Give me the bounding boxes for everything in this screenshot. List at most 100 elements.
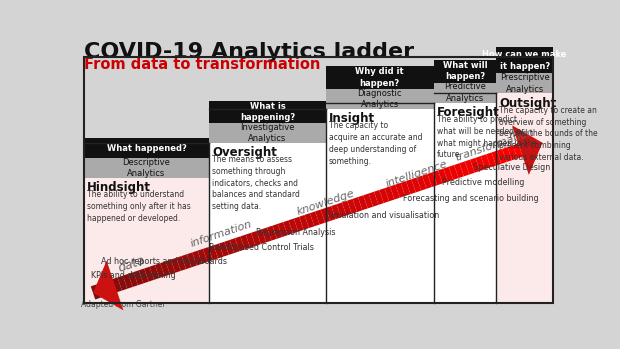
Text: The means to assess
something through
indicators, checks and
balances and standa: The means to assess something through in… [212, 155, 300, 211]
Text: What will
happen?: What will happen? [443, 61, 487, 81]
Bar [84, 158, 210, 178]
Polygon shape [476, 156, 485, 171]
Polygon shape [374, 190, 384, 205]
Polygon shape [112, 277, 122, 292]
Bar [84, 57, 210, 178]
Polygon shape [513, 143, 523, 158]
Text: Outsight: Outsight [499, 97, 556, 110]
Polygon shape [214, 244, 223, 258]
Polygon shape [310, 211, 320, 226]
Text: Simulation and visualisation: Simulation and visualisation [326, 211, 439, 220]
Polygon shape [363, 193, 373, 208]
Polygon shape [246, 233, 255, 248]
Polygon shape [144, 267, 154, 282]
Polygon shape [91, 284, 100, 299]
Polygon shape [166, 260, 175, 274]
Text: Investigative
Analytics: Investigative Analytics [240, 122, 294, 143]
Text: Predictive
Analytics: Predictive Analytics [444, 82, 486, 103]
Polygon shape [203, 247, 213, 262]
Polygon shape [198, 249, 208, 264]
Polygon shape [443, 167, 453, 182]
Text: knowledge: knowledge [295, 188, 356, 217]
Polygon shape [235, 236, 245, 251]
Bar [210, 123, 326, 143]
Polygon shape [353, 197, 362, 212]
Text: Descriptive
Analytics: Descriptive Analytics [123, 158, 170, 178]
Bar [434, 60, 496, 83]
Polygon shape [171, 258, 180, 273]
Polygon shape [224, 240, 234, 255]
Text: Oversight: Oversight [212, 146, 277, 159]
Polygon shape [337, 202, 347, 217]
Polygon shape [427, 172, 437, 187]
Text: From data to transformation: From data to transformation [84, 57, 320, 72]
Polygon shape [454, 163, 464, 178]
Text: information: information [189, 219, 253, 249]
Text: The capacity to
acquire an accurate and
deep understanding of
something.: The capacity to acquire an accurate and … [329, 121, 422, 165]
Polygon shape [512, 125, 542, 175]
Polygon shape [278, 222, 288, 237]
Polygon shape [251, 231, 261, 246]
Text: Insight: Insight [329, 112, 374, 125]
Polygon shape [160, 261, 170, 276]
Bar [84, 178, 210, 303]
Text: The capacity to create an
overview of something
beyond the bounds of the
present: The capacity to create an overview of so… [499, 106, 598, 162]
Polygon shape [241, 235, 250, 250]
Polygon shape [384, 186, 394, 201]
Polygon shape [149, 265, 159, 280]
Polygon shape [118, 276, 127, 291]
Polygon shape [412, 177, 421, 192]
Polygon shape [358, 195, 368, 210]
Text: intelligence: intelligence [384, 159, 449, 189]
Polygon shape [283, 220, 293, 235]
Text: Prescriptive
Analytics: Prescriptive Analytics [500, 73, 549, 94]
Polygon shape [481, 154, 490, 169]
Polygon shape [497, 149, 507, 164]
Bar [326, 66, 434, 89]
Polygon shape [347, 199, 357, 214]
Bar [434, 57, 496, 103]
Text: What happened?: What happened? [107, 144, 187, 153]
Polygon shape [139, 268, 149, 283]
Polygon shape [187, 252, 197, 267]
Polygon shape [299, 215, 309, 230]
Bar [496, 47, 554, 73]
Bar [326, 89, 434, 109]
Bar [210, 57, 326, 143]
Text: data: data [116, 254, 147, 275]
Polygon shape [502, 147, 512, 162]
Bar [434, 83, 496, 103]
Text: The ability to predict
what will be needed or
what might happen in the
future.: The ability to predict what will be need… [437, 115, 537, 159]
Polygon shape [326, 206, 335, 221]
Polygon shape [304, 213, 314, 228]
Polygon shape [208, 245, 218, 260]
Polygon shape [390, 185, 400, 200]
Text: How can we make
it happen?: How can we make it happen? [482, 50, 567, 70]
Polygon shape [449, 165, 459, 180]
Text: Adapted from Gartner: Adapted from Gartner [81, 300, 165, 309]
Polygon shape [315, 210, 325, 224]
Polygon shape [288, 218, 298, 233]
Text: Regression Analysis: Regression Analysis [255, 228, 335, 237]
Text: Forecasting and scenario building: Forecasting and scenario building [403, 194, 539, 203]
Polygon shape [433, 170, 443, 185]
Text: Diagnostic
Analytics: Diagnostic Analytics [358, 89, 402, 109]
Polygon shape [369, 192, 378, 207]
Polygon shape [470, 158, 480, 173]
Polygon shape [262, 228, 272, 242]
Text: Why did it
happen?: Why did it happen? [355, 67, 404, 88]
Text: Hindsight: Hindsight [87, 181, 151, 194]
Polygon shape [267, 226, 277, 240]
Polygon shape [406, 179, 416, 194]
Polygon shape [508, 145, 517, 160]
Polygon shape [379, 188, 389, 203]
Polygon shape [331, 204, 341, 219]
Bar [496, 73, 554, 94]
Polygon shape [294, 217, 304, 232]
Polygon shape [96, 283, 106, 298]
Polygon shape [321, 208, 330, 223]
Text: Randomised Control Trials: Randomised Control Trials [210, 243, 314, 252]
Polygon shape [229, 238, 239, 253]
Polygon shape [272, 224, 282, 239]
Text: The ability to understand
something only after it has
happened or developed.: The ability to understand something only… [87, 191, 190, 223]
